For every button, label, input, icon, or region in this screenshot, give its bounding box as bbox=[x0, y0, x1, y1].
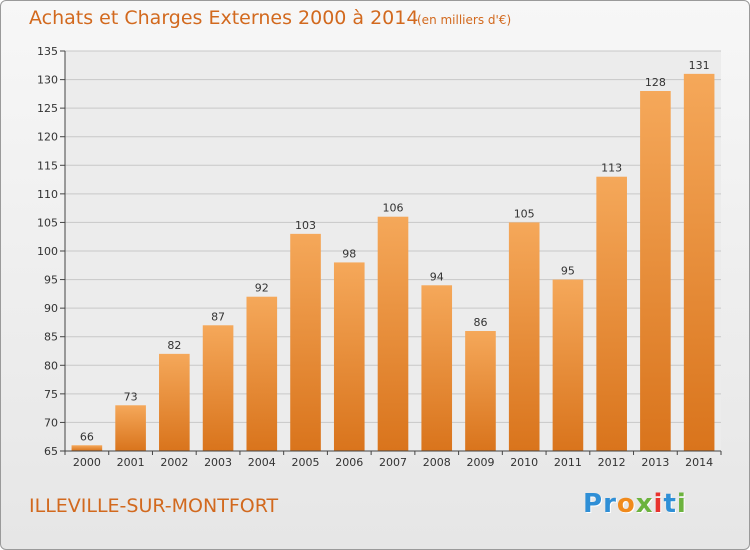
data-label: 106 bbox=[383, 202, 404, 215]
y-tick-label: 110 bbox=[37, 188, 58, 201]
data-label: 73 bbox=[124, 390, 138, 403]
data-label: 103 bbox=[295, 219, 316, 232]
data-label: 82 bbox=[167, 339, 181, 352]
data-label: 105 bbox=[514, 207, 535, 220]
bar bbox=[71, 445, 103, 451]
data-label: 94 bbox=[430, 270, 444, 283]
bar bbox=[640, 91, 671, 451]
y-tick-label: 105 bbox=[37, 216, 58, 229]
y-tick-label: 115 bbox=[37, 159, 58, 172]
x-tick-label: 2014 bbox=[685, 456, 713, 469]
bar bbox=[596, 176, 627, 451]
y-tick-label: 95 bbox=[44, 274, 58, 287]
logo-letter: t bbox=[663, 489, 677, 519]
data-label: 131 bbox=[689, 59, 710, 72]
logo-letter: x bbox=[635, 489, 654, 519]
bar bbox=[552, 279, 584, 451]
y-tick-label: 125 bbox=[37, 102, 58, 115]
chart-subtitle: (en milliers d'€) bbox=[417, 13, 512, 27]
y-tick-label: 90 bbox=[44, 302, 58, 315]
y-tick-label: 75 bbox=[44, 388, 58, 401]
data-label: 92 bbox=[255, 282, 269, 295]
data-label: 128 bbox=[645, 76, 666, 89]
y-tick-label: 80 bbox=[44, 359, 58, 372]
x-tick-label: 2012 bbox=[598, 456, 626, 469]
y-tick-label: 70 bbox=[44, 416, 58, 429]
x-tick-label: 2003 bbox=[204, 456, 232, 469]
logo-letter: i bbox=[676, 489, 687, 519]
data-label: 86 bbox=[473, 316, 487, 329]
x-tick-label: 2000 bbox=[73, 456, 101, 469]
commune-name: ILLEVILLE-SUR-MONTFORT bbox=[29, 495, 279, 517]
bar bbox=[421, 285, 453, 451]
x-tick-label: 2011 bbox=[554, 456, 582, 469]
bar bbox=[115, 405, 146, 451]
x-tick-label: 2002 bbox=[160, 456, 188, 469]
x-tick-label: 2007 bbox=[379, 456, 407, 469]
x-tick-label: 2001 bbox=[117, 456, 145, 469]
x-tick-label: 2005 bbox=[292, 456, 320, 469]
logo-letter: r bbox=[603, 489, 617, 519]
x-tick-label: 2010 bbox=[510, 456, 538, 469]
bar bbox=[202, 325, 234, 451]
data-label: 113 bbox=[601, 162, 622, 175]
bar bbox=[246, 296, 278, 451]
y-tick-label: 135 bbox=[37, 45, 58, 58]
y-tick-label: 130 bbox=[37, 74, 58, 87]
y-tick-label: 85 bbox=[44, 331, 58, 344]
y-tick-label: 120 bbox=[37, 131, 58, 144]
x-tick-label: 2008 bbox=[423, 456, 451, 469]
y-tick-label: 100 bbox=[37, 245, 58, 258]
proxiti-logo: Proxiti bbox=[583, 489, 687, 519]
logo-letter: i bbox=[653, 489, 664, 519]
data-label: 98 bbox=[342, 247, 356, 260]
bar bbox=[465, 331, 496, 451]
y-tick-label: 65 bbox=[44, 445, 58, 458]
bar bbox=[159, 353, 190, 451]
chart-title: Achats et Charges Externes 2000 à 2014 bbox=[29, 7, 419, 29]
bar bbox=[290, 233, 321, 451]
x-tick-label: 2009 bbox=[466, 456, 494, 469]
bar bbox=[508, 222, 540, 451]
bar bbox=[683, 73, 715, 451]
data-label: 66 bbox=[80, 430, 94, 443]
bar bbox=[377, 216, 409, 451]
logo-letter: o bbox=[616, 489, 636, 519]
logo-letter: P bbox=[583, 489, 604, 519]
x-tick-label: 2013 bbox=[641, 456, 669, 469]
x-tick-label: 2006 bbox=[335, 456, 363, 469]
x-tick-label: 2004 bbox=[248, 456, 276, 469]
data-label: 95 bbox=[561, 265, 575, 278]
bar bbox=[333, 262, 365, 451]
data-label: 87 bbox=[211, 310, 225, 323]
